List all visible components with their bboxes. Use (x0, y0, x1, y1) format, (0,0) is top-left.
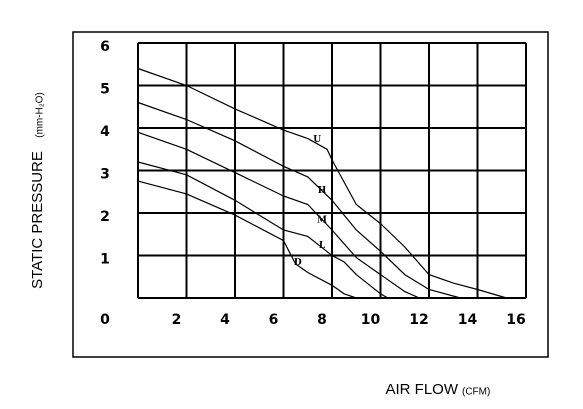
x-axis-unit: (CFM) (462, 387, 490, 398)
y-tick-label: 1 (100, 252, 110, 268)
curve (137, 180, 357, 299)
x-tick-label: 16 (506, 312, 525, 328)
y-tick-label: 6 (100, 39, 110, 55)
curve (137, 161, 389, 299)
y-axis-title: STATIC PRESSURE (29, 151, 46, 289)
y-tick-label: 3 (100, 167, 110, 183)
x-tick-label: 4 (220, 312, 230, 328)
y-tick-label: 5 (100, 82, 110, 98)
curve (137, 101, 461, 299)
x-tick-label: 2 (172, 312, 182, 328)
x-tick-label: 6 (269, 312, 279, 328)
x-tick-label: 8 (317, 312, 327, 328)
x-axis-title: AIR FLOW (385, 381, 458, 398)
x-tick-label: 12 (409, 312, 428, 328)
curve-label: D (294, 258, 302, 268)
x-tick-label: 14 (458, 312, 478, 328)
curve-label: M (317, 216, 327, 226)
frame (72, 31, 549, 358)
y-tick-label: 2 (100, 209, 110, 225)
curve-label: H (318, 186, 327, 196)
curve-label: U (313, 135, 321, 145)
x-tick-label: 10 (361, 312, 381, 328)
curve (137, 131, 420, 299)
x-tick-label: 0 (100, 312, 110, 328)
curve (137, 67, 507, 299)
curve-label: L (319, 241, 326, 251)
y-axis-unit: (mm-H₂O) (35, 92, 46, 138)
y-tick-label: 4 (100, 124, 110, 140)
